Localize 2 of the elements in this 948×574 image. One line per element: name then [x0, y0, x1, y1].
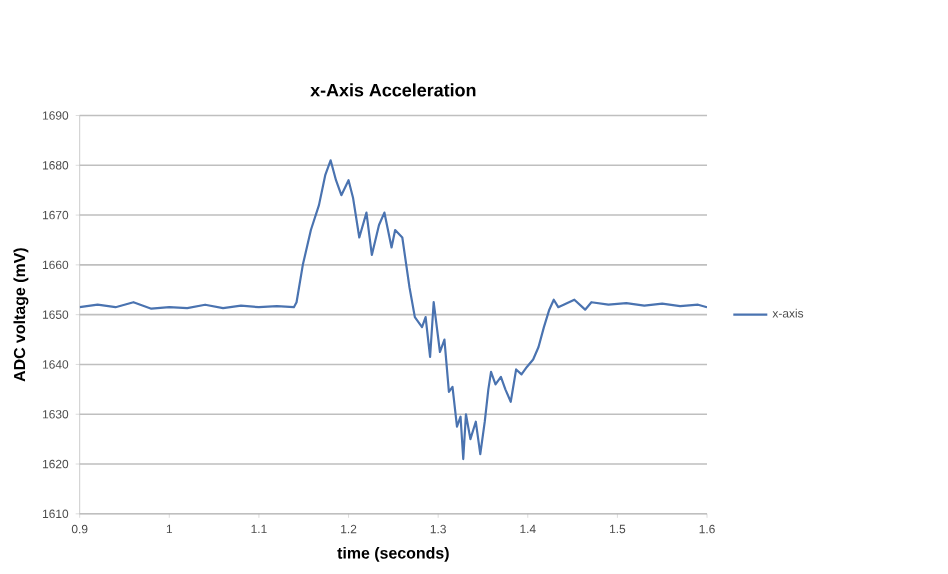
chart-title: x-Axis Acceleration	[310, 83, 476, 97]
line-series	[79, 159, 708, 461]
